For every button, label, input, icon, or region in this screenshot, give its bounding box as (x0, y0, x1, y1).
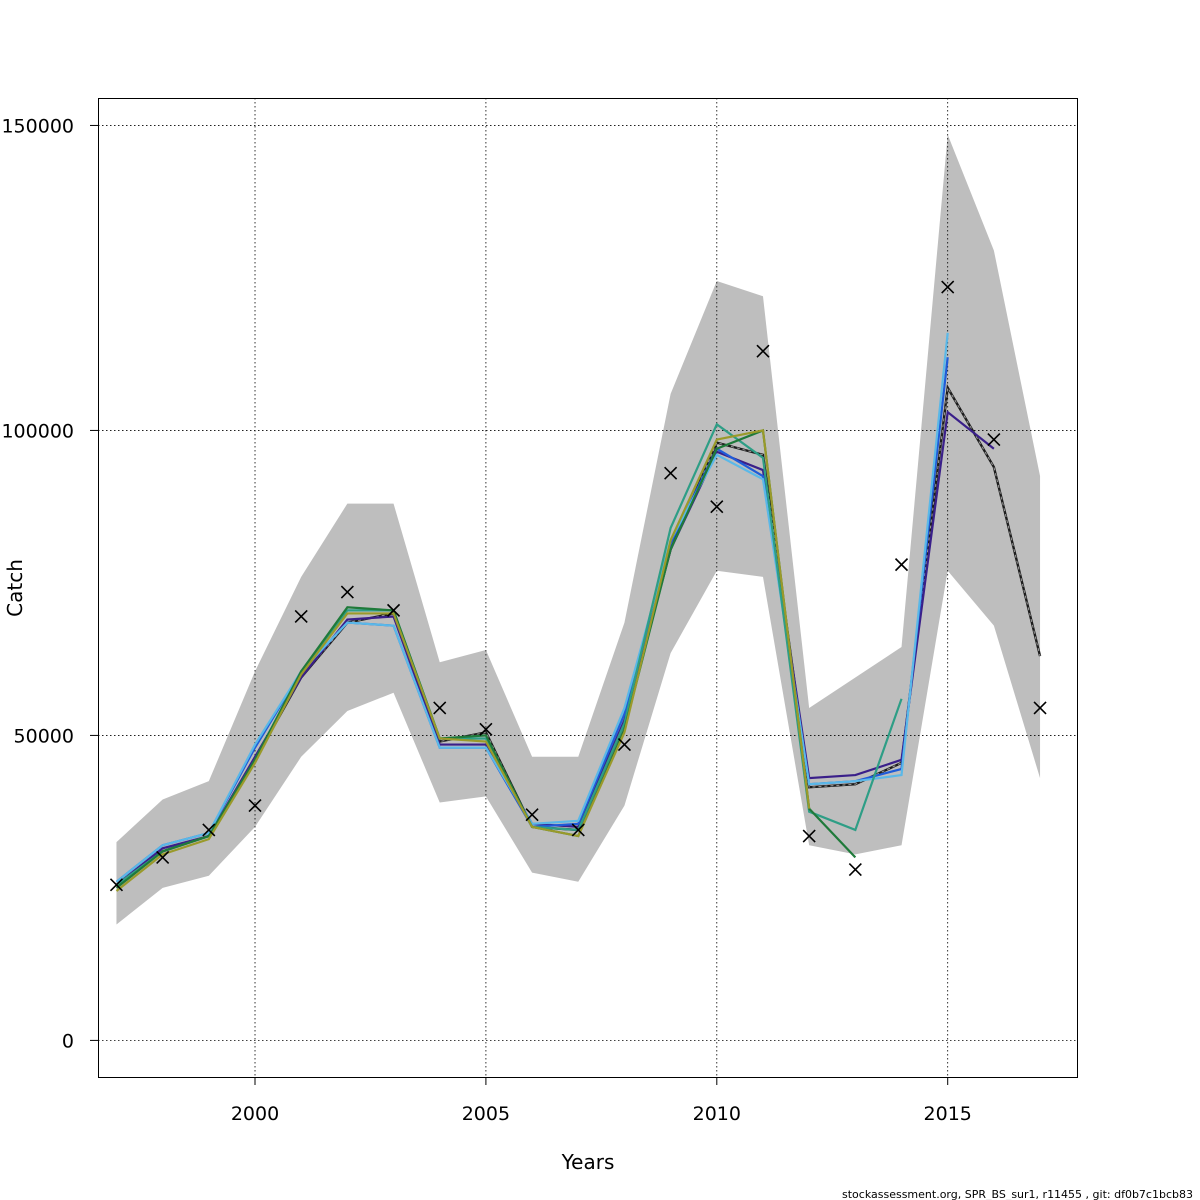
series-line-3 (115, 332, 949, 883)
x-tick-label-2: 2010 (693, 1103, 741, 1125)
observed-point (756, 344, 770, 358)
observed-point (340, 585, 354, 599)
observed-point (294, 609, 308, 624)
observed-point (987, 433, 1001, 447)
confidence-band (116, 134, 1041, 925)
y-tick-label-1: 50000 (14, 725, 74, 747)
observed-point (710, 500, 724, 514)
observed-point (479, 722, 493, 736)
observed-point (386, 603, 401, 617)
confidence-band-layer (116, 134, 1041, 925)
y-tick-label-0: 0 (62, 1030, 74, 1052)
x-axis-title: Years (561, 1150, 615, 1174)
x-tick-label-0: 2000 (231, 1103, 279, 1125)
observed-point (571, 823, 585, 837)
x-tick-label-1: 2005 (462, 1103, 510, 1125)
observed-point (525, 808, 539, 822)
observed-point (617, 738, 632, 752)
observed-point (433, 701, 447, 715)
observed-point (848, 863, 862, 877)
x-tick-label-3: 2015 (924, 1103, 972, 1125)
series-line-5 (115, 428, 857, 889)
observed-point (156, 850, 170, 864)
y-tick-label-2: 100000 (1, 420, 74, 442)
series-line-6 (115, 429, 811, 892)
observed-points-layer (109, 280, 1047, 892)
y-tick-label-3: 150000 (1, 115, 74, 137)
observed-point (941, 280, 955, 294)
footer-credit: stockassessment.org, SPR_BS_sur1, r11455… (842, 1188, 1193, 1200)
y-axis-title: Catch (3, 559, 27, 617)
observed-point (202, 823, 216, 837)
plot-frame (98, 98, 1078, 1078)
observed-point (894, 558, 909, 572)
observed-point (248, 798, 262, 813)
observed-point (1033, 701, 1047, 715)
observed-point (109, 878, 124, 892)
y-axis: 0 50000 100000 150000 (1, 115, 98, 1052)
x-axis: 2000 2005 2010 2015 (231, 1077, 972, 1125)
observed-point (802, 829, 816, 843)
observed-point (664, 466, 678, 480)
grid-layer (98, 98, 1077, 1077)
